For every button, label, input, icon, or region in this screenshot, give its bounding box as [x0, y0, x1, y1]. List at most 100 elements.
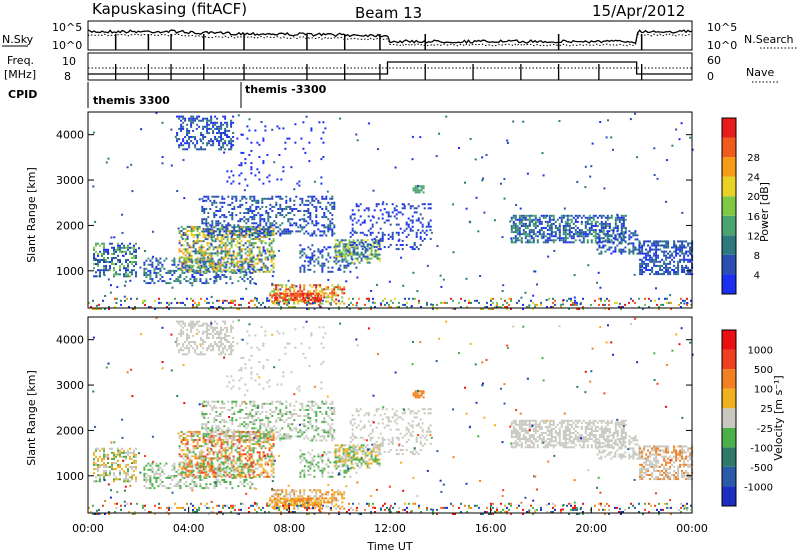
velocity-cell	[198, 469, 201, 472]
power-cell	[103, 269, 105, 272]
velocity-cell	[238, 435, 241, 437]
power-cell	[226, 170, 229, 173]
power-cell	[689, 250, 692, 253]
power-cell	[184, 260, 187, 263]
power-cell	[665, 264, 668, 267]
velocity-cell	[204, 455, 207, 458]
power-cell	[313, 232, 316, 235]
power-cell	[109, 267, 111, 270]
power-cell	[88, 301, 90, 304]
power-cell	[103, 274, 106, 277]
power-cell	[544, 241, 547, 244]
velocity-cell	[206, 457, 209, 460]
power-cell	[675, 250, 678, 253]
power-cell	[202, 134, 205, 136]
power-cell	[244, 236, 247, 239]
power-cell	[206, 268, 209, 271]
power-cell	[289, 212, 292, 214]
power-cell	[216, 308, 218, 310]
power-cell	[510, 241, 513, 244]
power-cell	[602, 225, 605, 227]
power-cell	[687, 250, 690, 253]
power-cell	[299, 224, 302, 227]
power-cell	[179, 282, 182, 285]
power-cell	[604, 240, 607, 243]
power-cell	[318, 303, 320, 306]
power-cell	[276, 125, 279, 128]
power-cell	[307, 210, 310, 212]
power-cell	[680, 301, 682, 304]
power-cell	[178, 248, 181, 251]
velocity-cell	[135, 468, 137, 471]
power-cell	[689, 248, 692, 251]
power-cell	[372, 241, 375, 244]
power-cell	[188, 270, 191, 273]
velocity-cell	[249, 470, 252, 473]
power-cell	[288, 306, 290, 308]
power-cell	[665, 244, 668, 247]
power-cell	[683, 269, 686, 271]
velocity-cell	[192, 469, 195, 472]
power-cell	[330, 303, 332, 306]
power-cell	[125, 259, 127, 261]
power-cell	[580, 231, 583, 234]
power-cell	[214, 266, 217, 269]
power-cell	[465, 207, 468, 210]
power-cell	[285, 286, 288, 289]
power-cell	[490, 297, 492, 300]
power-cell	[608, 299, 610, 302]
power-cell	[235, 271, 238, 274]
velocity-cell	[195, 466, 198, 469]
power-cell	[552, 306, 554, 308]
power-cell	[190, 232, 193, 234]
power-cell	[368, 261, 371, 264]
power-cell	[352, 245, 355, 248]
velocity-cell	[244, 475, 247, 478]
power-cell	[573, 274, 576, 277]
power-cell	[206, 144, 209, 147]
power-cell	[228, 140, 231, 143]
power-cell	[650, 299, 652, 302]
power-cell	[333, 246, 336, 249]
power-cell	[288, 301, 290, 304]
power-cell	[117, 242, 119, 245]
power-cell	[242, 260, 245, 263]
power-cell	[576, 231, 579, 234]
power-cell	[657, 264, 660, 267]
velocity-cell	[186, 455, 189, 458]
power-cell	[226, 123, 229, 126]
power-cell	[227, 224, 230, 227]
power-cell	[157, 261, 160, 264]
power-cell	[218, 240, 221, 243]
power-cell	[580, 235, 583, 238]
colorbar-tick-label: 8	[754, 251, 760, 262]
power-cell	[608, 230, 611, 233]
power-cell	[202, 256, 205, 259]
power-cell	[200, 264, 203, 267]
power-cell	[204, 260, 207, 263]
velocity-cell	[190, 463, 193, 466]
power-cell	[363, 233, 366, 236]
power-cell	[612, 232, 615, 235]
power-cell	[205, 228, 208, 231]
power-cell	[128, 306, 130, 308]
power-cell	[203, 230, 206, 233]
power-cell	[606, 225, 609, 227]
velocity-cell	[242, 463, 245, 466]
power-cell	[596, 225, 599, 227]
power-cell	[554, 225, 557, 227]
power-cell	[634, 230, 637, 233]
power-cell	[574, 303, 576, 306]
power-cell	[647, 258, 650, 261]
power-cell	[360, 257, 363, 260]
power-cell	[201, 222, 204, 225]
power-cell	[194, 248, 197, 251]
power-cell	[406, 306, 408, 308]
power-cell	[295, 285, 298, 288]
power-cell	[518, 227, 521, 229]
velocity-cell	[109, 474, 111, 477]
power-cell	[231, 234, 234, 237]
power-cell	[178, 260, 181, 263]
nsky-trace	[87, 29, 693, 44]
power-cell	[622, 225, 625, 227]
